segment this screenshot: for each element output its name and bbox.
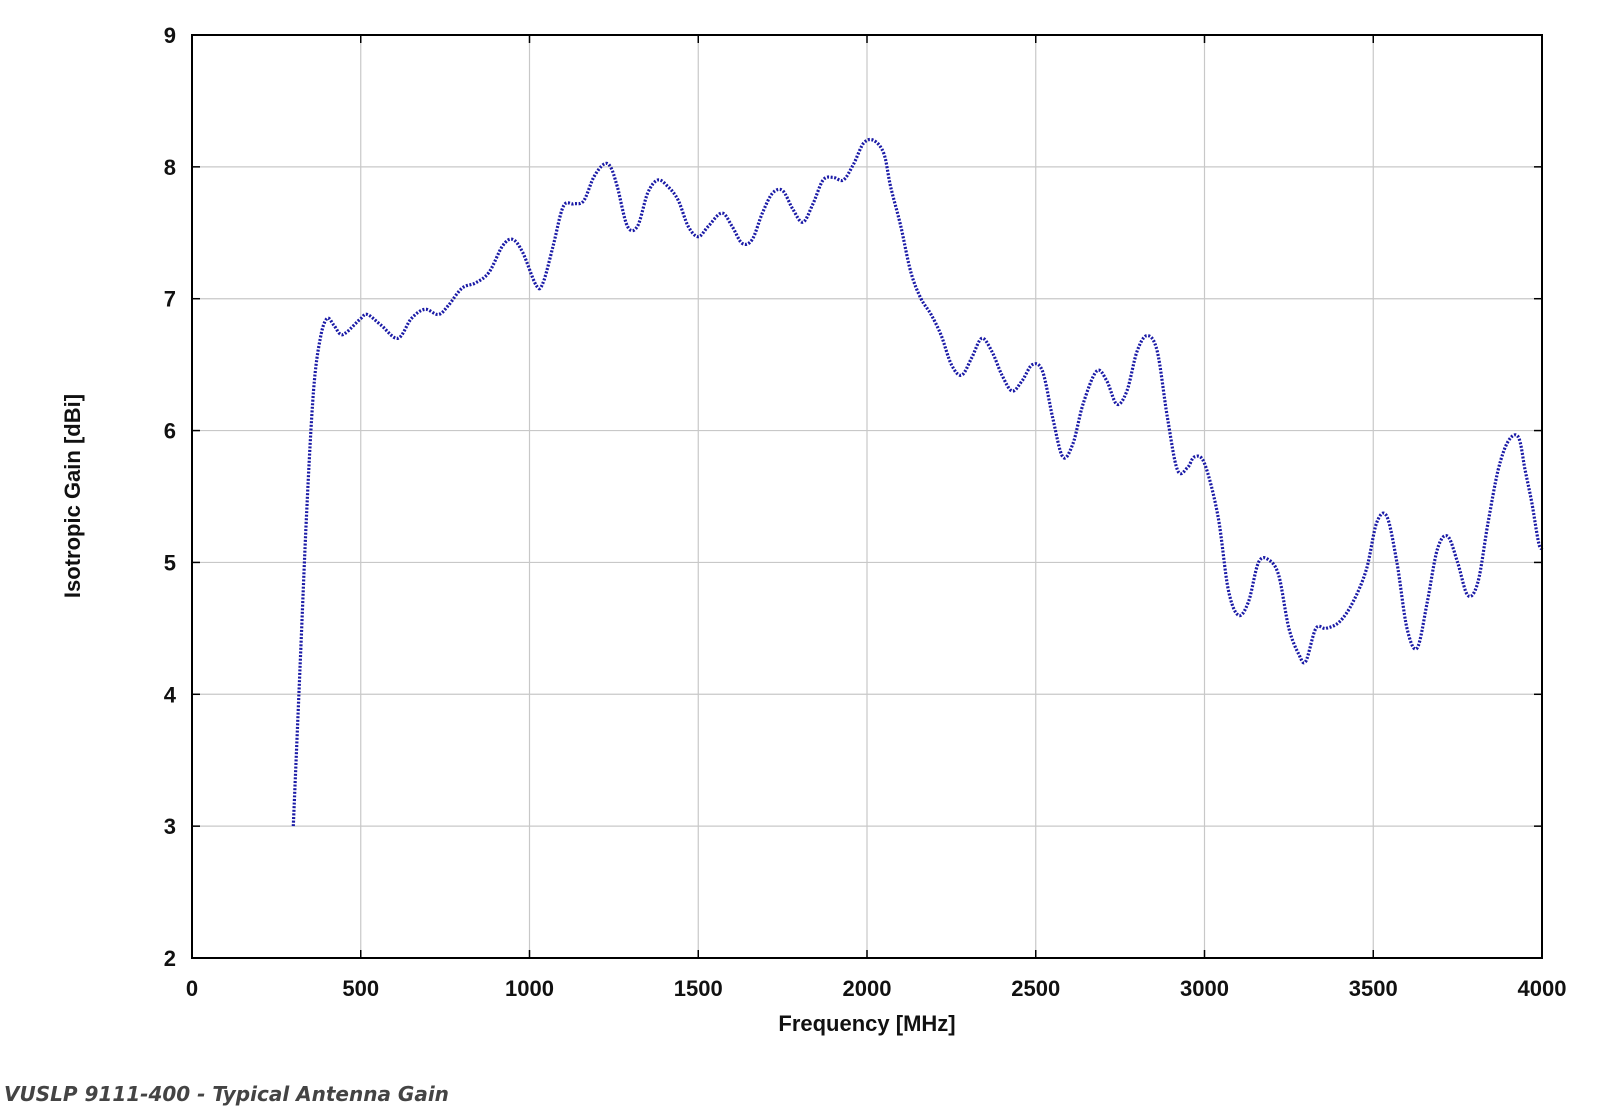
x-tick-label: 2500	[1011, 976, 1060, 1001]
figure-caption: VUSLP 9111-400 - Typical Antenna Gain	[4, 1082, 449, 1106]
y-tick-label: 2	[164, 946, 176, 971]
y-tick-label: 3	[164, 814, 176, 839]
y-tick-label: 6	[164, 419, 176, 444]
x-axis-title: Frequency [MHz]	[778, 1011, 955, 1036]
axis-ticks	[191, 34, 1543, 959]
antenna-gain-chart: 0 500 1000 1500 2000 2500 3000 3500 4000 2 3 4 5 6 7 8…	[60, 23, 1567, 1036]
x-tick-label: 1000	[505, 976, 554, 1001]
y-tick-label: 8	[164, 155, 176, 180]
gain-series-line	[291, 137, 1544, 827]
x-tick-label: 0	[186, 976, 198, 1001]
y-tick-label: 4	[164, 682, 177, 707]
x-tick-label: 3000	[1180, 976, 1229, 1001]
x-tick-label: 1500	[674, 976, 723, 1001]
x-tick-label: 500	[342, 976, 379, 1001]
x-tick-label: 4000	[1518, 976, 1567, 1001]
x-tick-label: 2000	[843, 976, 892, 1001]
x-tick-label: 3500	[1349, 976, 1398, 1001]
y-tick-label: 9	[164, 23, 176, 48]
grid-lines	[192, 35, 1542, 958]
y-tick-label: 5	[164, 550, 176, 575]
y-axis-title: Isotropic Gain [dBi]	[60, 394, 85, 598]
x-axis-tick-labels: 0 500 1000 1500 2000 2500 3000 3500 4000	[186, 976, 1567, 1001]
series-layer	[291, 137, 1544, 827]
y-tick-label: 7	[164, 287, 176, 312]
y-axis-tick-labels: 2 3 4 5 6 7 8 9	[164, 23, 177, 971]
